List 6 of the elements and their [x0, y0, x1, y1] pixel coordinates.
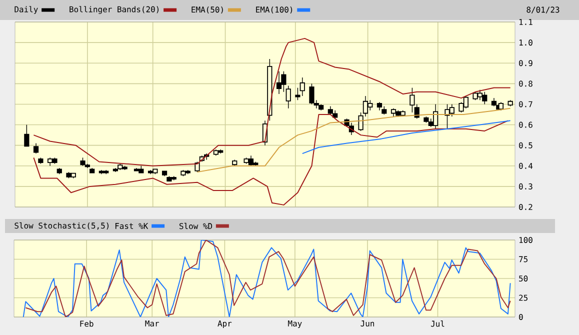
candlestick: [248, 155, 254, 166]
candlestick: [276, 70, 282, 94]
candlestick: [286, 85, 291, 109]
line-series: [302, 120, 511, 154]
candlestick: [24, 124, 30, 147]
candlestick: [33, 142, 39, 154]
